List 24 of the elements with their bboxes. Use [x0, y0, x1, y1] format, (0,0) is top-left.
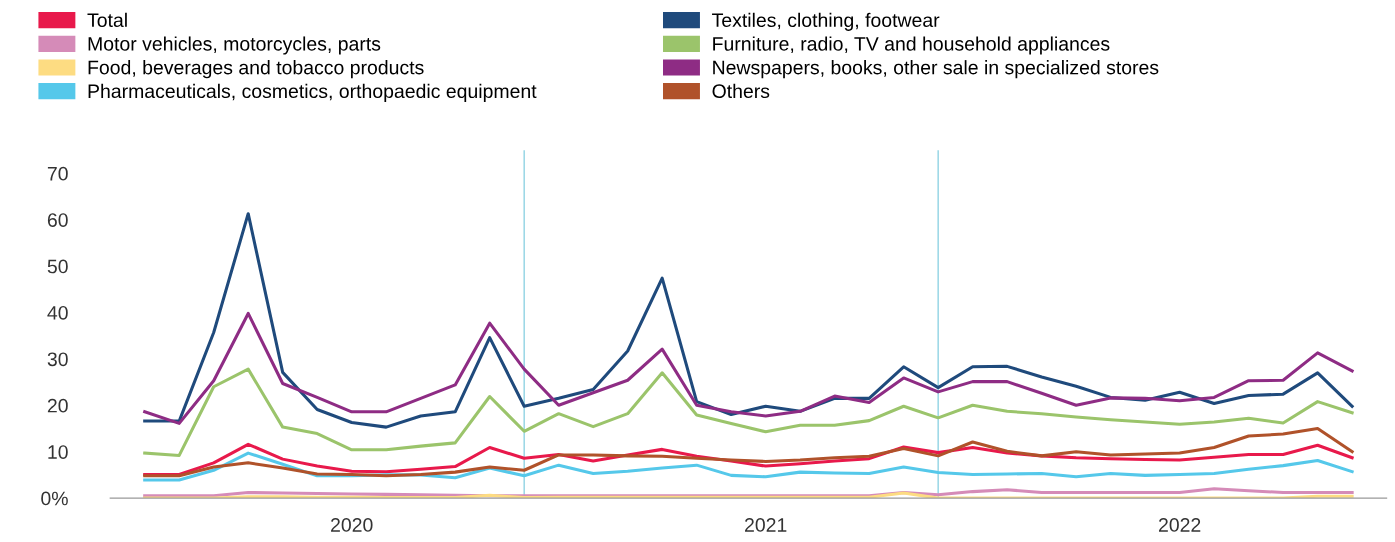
legend-label: Food, beverages and tobacco products — [88, 60, 424, 79]
y-tick-label: 10 — [48, 445, 68, 459]
y-tick-label: 60 — [47, 213, 68, 227]
line-series — [143, 487, 1354, 498]
line-series — [143, 212, 1354, 429]
line-series — [143, 311, 1354, 425]
x-tick-label: 2021 — [745, 518, 787, 532]
y-tick-label: 70 — [47, 166, 68, 181]
x-tick-label: 2020 — [331, 518, 373, 532]
y-tick-label: 50 — [47, 259, 68, 274]
y-tick-label: 40 — [47, 305, 68, 320]
legend-label: Total — [87, 12, 127, 28]
legend-label: Newspapers, books, other sale in specialized stores — [713, 60, 1159, 79]
line-series — [143, 367, 1354, 457]
line-series — [143, 426, 1354, 478]
legend-label: Furniture, radio, TV and household appliances — [713, 36, 1110, 55]
legend-label: Others — [712, 83, 770, 99]
y-tick-label: 20 — [47, 398, 68, 413]
legend-label: Textiles, clothing, footwear — [712, 12, 940, 31]
y-tick-label: 0% — [41, 491, 68, 506]
legend-label: Pharmaceuticals, cosmetics, orthopaedic equipment — [88, 83, 537, 102]
legend-label: Motor vehicles, motorcycles, parts — [88, 36, 381, 55]
x-tick-label: 2022 — [1158, 518, 1201, 532]
y-tick-label: 30 — [47, 352, 68, 367]
